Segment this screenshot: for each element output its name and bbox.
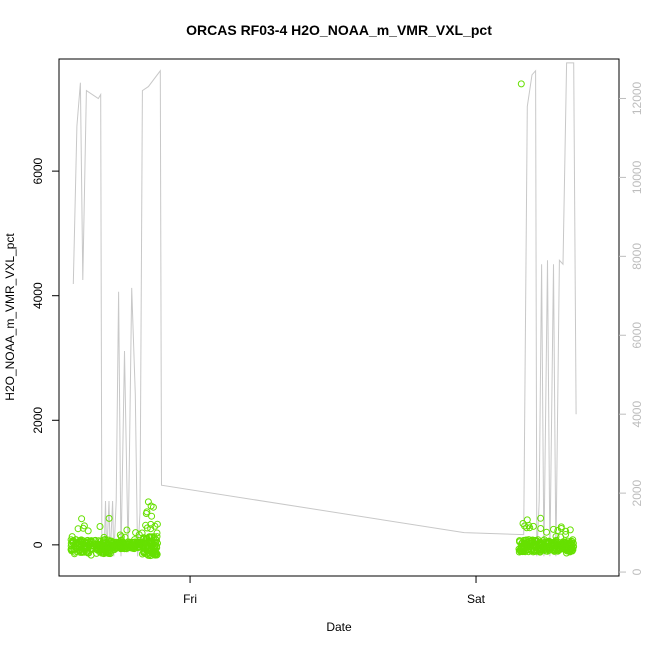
x-tick-label: Sat [467,592,486,606]
y-axis-label: H2O_NOAA_m_VMR_VXL_pct [3,233,17,401]
y-right-tick-label: 8000 [630,243,644,270]
data-point [146,533,154,541]
data-point [143,540,151,548]
data-point [105,514,113,522]
data-point [78,515,86,523]
data-point [153,529,161,537]
data-point [80,548,88,556]
y-right-tick-label: 6000 [630,322,644,349]
x-axis-label: Date [326,620,352,634]
y-left-tick-label: 6000 [31,157,45,184]
data-point [151,522,159,530]
y-right-tick-label: 0 [630,568,644,575]
data-point [537,514,545,522]
data-point [100,550,108,558]
x-axis: Fri Sat [183,576,486,606]
data-point [140,549,148,557]
data-point [529,541,537,549]
data-point [131,538,139,546]
data-point [143,524,151,532]
data-point [149,550,157,558]
data-point [84,527,92,535]
series-line [72,62,577,557]
y-axis-left: 0 2000 4000 6000 [31,157,59,548]
y-axis-right: 0 2000 4000 6000 8000 10000 12000 [619,81,644,575]
data-point [529,522,537,530]
data-point [110,544,118,552]
data-point [96,523,104,530]
data-point [517,80,525,88]
data-point [557,523,565,531]
data-point [70,545,78,553]
data-point [147,520,155,528]
data-point [68,533,76,541]
data-point [85,542,93,550]
series-points-group [67,80,578,560]
data-point [562,527,570,535]
data-point [552,533,560,540]
data-point [153,533,161,541]
data-point [517,545,525,553]
data-point [537,525,545,532]
data-point [558,542,566,550]
data-point [83,548,91,556]
data-point [87,540,95,548]
data-point [143,508,151,516]
y-left-tick-label: 4000 [31,282,45,309]
y-right-tick-label: 4000 [630,401,644,428]
data-point [148,512,156,520]
data-point [523,524,531,532]
chart-title: ORCAS RF03-4 H2O_NOAA_m_VMR_VXL_pct [186,22,492,38]
data-point [543,528,550,536]
data-point [109,539,117,547]
data-point [122,540,130,548]
x-tick-label: Fri [183,592,197,606]
data-point [76,540,83,547]
data-point [526,537,534,545]
data-point [80,522,88,530]
data-point [123,526,131,534]
y-right-tick-label: 2000 [630,479,644,506]
plot-frame [58,58,620,577]
series-line-group [72,62,577,557]
data-point [152,549,160,557]
data-point [550,525,557,533]
data-point [566,526,574,534]
data-point [523,516,531,524]
data-point [129,544,137,552]
data-point [74,525,82,533]
data-point [543,547,551,555]
y-left-tick-label: 0 [31,541,45,548]
data-point [545,539,553,547]
data-point [126,538,134,546]
data-point [132,529,140,537]
y-left-tick-label: 2000 [31,407,45,434]
y-right-tick-label: 10000 [630,160,644,194]
data-point [102,541,110,549]
data-point [117,544,125,552]
data-point [144,498,152,506]
data-point [82,542,90,549]
data-point [544,543,552,551]
y-right-tick-label: 12000 [630,81,644,115]
data-point [92,543,100,551]
data-point [567,542,575,550]
